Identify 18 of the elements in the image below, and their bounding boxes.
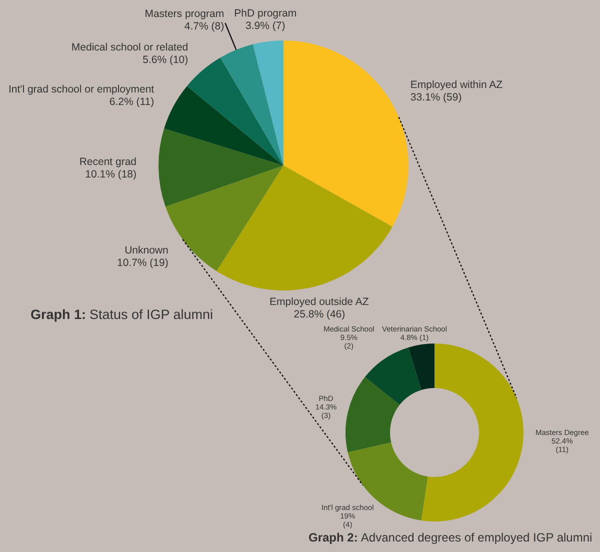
data-label: 33.1% (59) (410, 92, 462, 104)
data-label: 25.8% (46) (294, 308, 346, 320)
data-label: 4.7% (8) (184, 20, 224, 32)
text: Graph 2: Advanced degrees of employed IGP alumni (308, 530, 592, 544)
data-label: 6.2% (11) (109, 96, 154, 108)
slice-label: Unknown (124, 244, 168, 257)
data-label: 3.9% (7) (246, 20, 286, 32)
data-label: 10.7% (19) (116, 257, 168, 270)
slice-label: Masters program (144, 8, 224, 20)
slice-label: Employed within AZ (410, 79, 504, 91)
text: Graph 1: Status of IGP alumni (30, 307, 214, 322)
data-label: 10.1% (18) (85, 168, 137, 180)
slice-label: PhD program (234, 7, 297, 20)
slice-label: Int'l grad school or employment (8, 84, 154, 96)
slice-label: Medical school or related (71, 41, 188, 54)
slice-label: Employed outside AZ (270, 296, 370, 308)
slice-label: Recent grad (79, 156, 137, 168)
data-label: 5.6% (10) (142, 54, 188, 66)
